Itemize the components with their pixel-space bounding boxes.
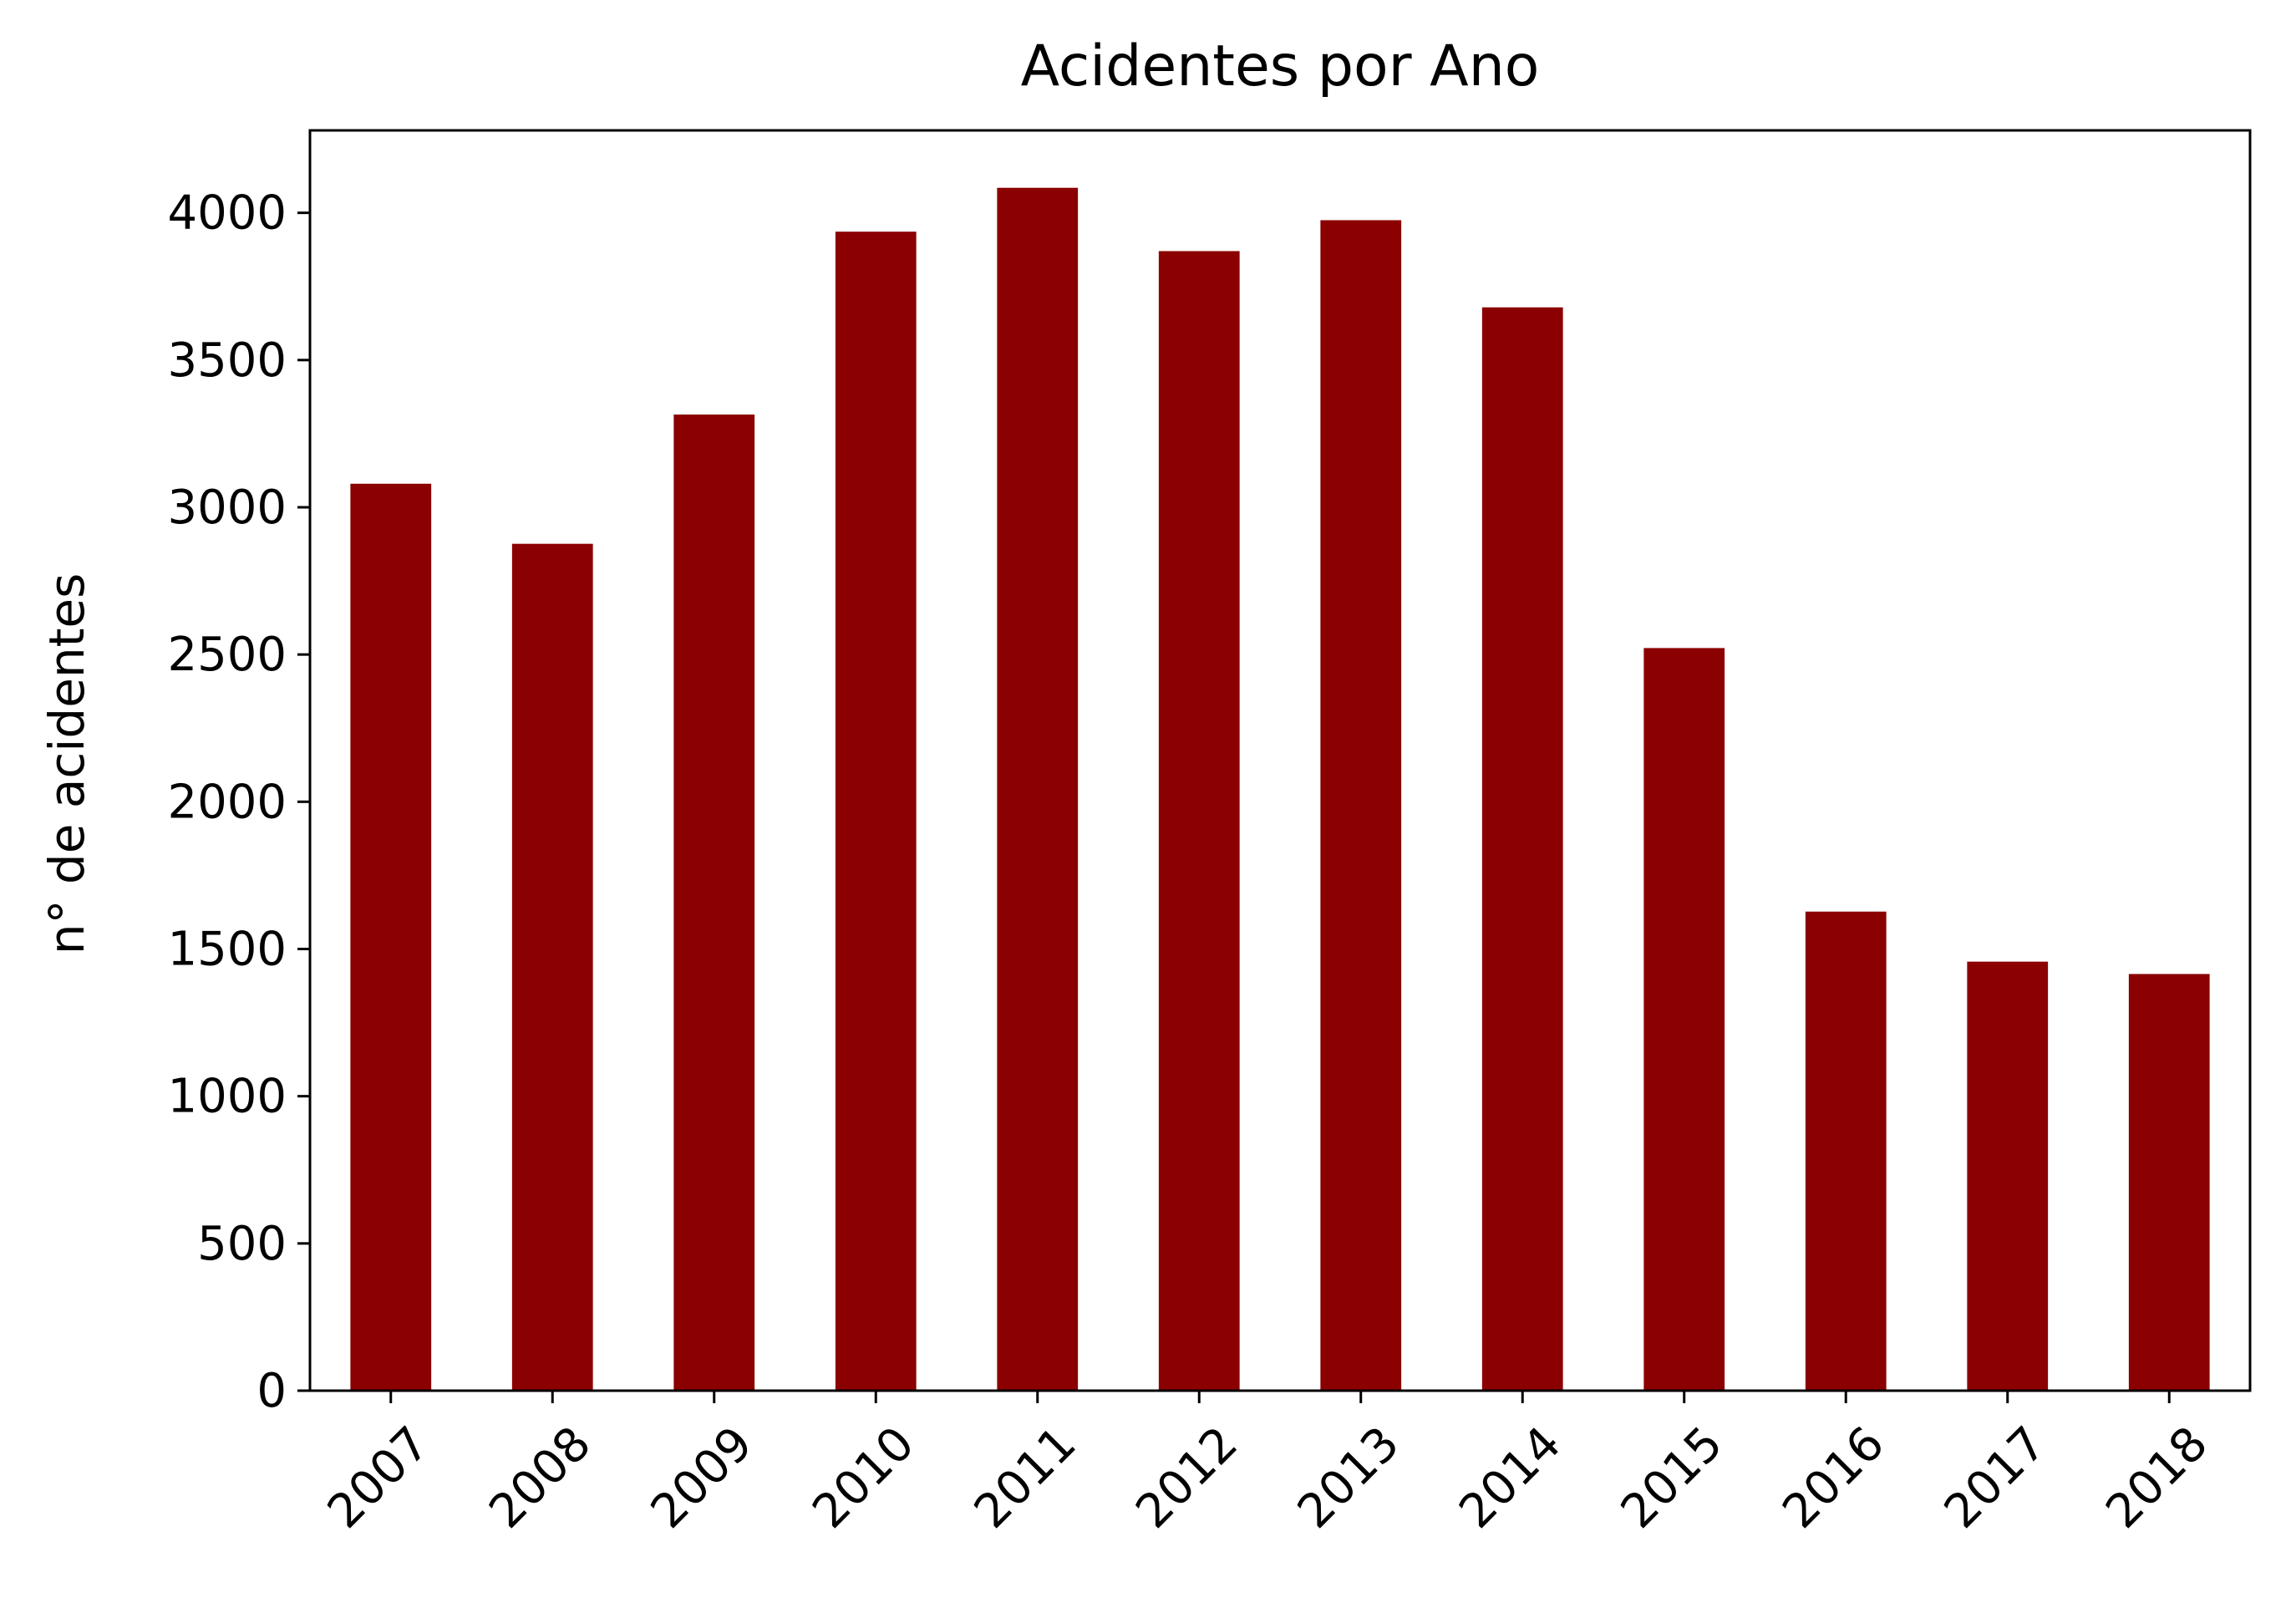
bar-2016 bbox=[1805, 911, 1887, 1391]
bars bbox=[350, 187, 2210, 1392]
y-tick-label-0: 0 bbox=[257, 1364, 287, 1418]
bar-2015 bbox=[1643, 648, 1725, 1391]
bar-2018 bbox=[2128, 974, 2210, 1391]
bar-2007 bbox=[350, 483, 432, 1391]
y-tick-label-4000: 4000 bbox=[167, 186, 287, 241]
bar-2013 bbox=[1320, 220, 1402, 1392]
bar-2014 bbox=[1481, 307, 1563, 1391]
bar-2010 bbox=[835, 232, 917, 1392]
y-axis-ticks: 0 500 1000 1500 2000 2500 3000 3500 4000 bbox=[167, 186, 310, 1418]
bar-2017 bbox=[1967, 961, 2049, 1391]
y-tick-label-3000: 3000 bbox=[167, 481, 287, 535]
bar-2012 bbox=[1158, 251, 1240, 1392]
plot-frame bbox=[308, 129, 2252, 1392]
chart-title: Acidentes por Ano bbox=[1021, 33, 1540, 99]
y-tick-label-1000: 1000 bbox=[167, 1070, 287, 1124]
y-axis-label: n° de acidentes bbox=[38, 573, 95, 955]
y-tick-label-500: 500 bbox=[197, 1217, 287, 1271]
y-tick-label-2000: 2000 bbox=[167, 775, 287, 829]
bar-2011 bbox=[997, 187, 1079, 1392]
y-tick-label-1500: 1500 bbox=[167, 923, 287, 977]
bar-2009 bbox=[673, 415, 755, 1391]
bar-2008 bbox=[511, 543, 593, 1391]
y-tick-label-3500: 3500 bbox=[167, 333, 287, 388]
y-tick-label-2500: 2500 bbox=[167, 628, 287, 682]
